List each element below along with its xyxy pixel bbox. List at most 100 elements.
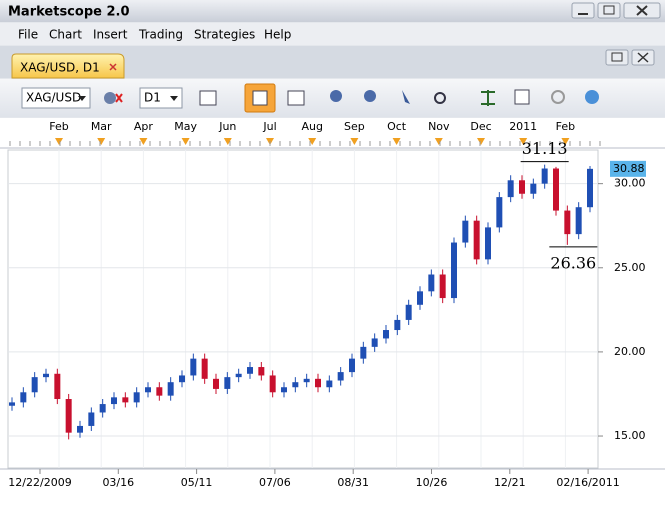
menu-item[interactable]: Chart [49, 28, 82, 42]
candle-body [122, 397, 129, 403]
candle-body [349, 358, 355, 373]
month-label: May [174, 120, 197, 133]
month-marker [392, 138, 401, 145]
month-marker [350, 138, 359, 145]
symbol-select[interactable] [21, 87, 91, 109]
candle-body [292, 382, 299, 388]
month-label: Feb [556, 120, 575, 133]
plot-frame [7, 149, 599, 469]
month-marker [561, 138, 570, 145]
month-label: Jun [218, 120, 236, 133]
y-tick-label: 20.00 [614, 345, 646, 358]
chart-tab[interactable] [11, 53, 125, 79]
candle-body [20, 392, 27, 403]
y-tick-label: 25.00 [614, 261, 646, 274]
month-marker [97, 138, 106, 145]
candle-body [417, 291, 423, 305]
candle-body [428, 274, 435, 292]
month-label: 2011 [509, 120, 537, 133]
candle-body [9, 402, 15, 406]
month-label: Dec [470, 120, 491, 133]
menu-item[interactable]: Strategies [194, 28, 255, 42]
month-marker [139, 138, 148, 145]
y-tick-label: 15.00 [614, 429, 646, 442]
month-marker [519, 138, 528, 145]
candle-body [394, 319, 401, 331]
month-marker [55, 138, 63, 145]
menu-item[interactable]: Help [264, 28, 291, 42]
month-label: Jul [262, 120, 276, 133]
month-label: Mar [91, 120, 112, 133]
candle-body [337, 372, 344, 381]
annotation: 31.13 [522, 139, 568, 158]
menu-bar [0, 23, 665, 45]
candle-body [145, 387, 151, 393]
x-tick-label: 02/16/2011 [556, 476, 619, 489]
window-controls[interactable] [571, 2, 661, 19]
candle-body [507, 180, 514, 198]
month-marker [308, 138, 317, 145]
tab-close[interactable] [109, 63, 117, 71]
candle-body [99, 404, 106, 413]
candle-body [564, 210, 571, 235]
window-title: Marketscope 2.0 [8, 5, 130, 20]
candle-body [235, 373, 242, 378]
candle-body [303, 378, 310, 383]
y-tick-label: 30.00 [614, 177, 646, 190]
candle-body [530, 183, 537, 194]
candle-body [156, 387, 163, 396]
chart-window-controls[interactable] [605, 49, 655, 66]
candle-body [439, 274, 446, 299]
x-tick-label: 12/22/2009 [8, 476, 71, 489]
menu-item[interactable]: File [18, 28, 38, 42]
candle-body [179, 375, 185, 383]
candle-body [247, 367, 253, 374]
month-label: Feb [49, 120, 68, 133]
menu-item[interactable]: Trading [138, 28, 183, 42]
month-label: Aug [301, 120, 322, 133]
candle-body [462, 220, 469, 243]
candle-body [54, 373, 61, 400]
candle-body [65, 399, 72, 433]
month-marker [223, 138, 232, 145]
candle-body [496, 197, 503, 228]
candle-body [31, 377, 38, 393]
candle-body [88, 412, 95, 426]
candle-body [326, 380, 333, 388]
candle-body [167, 382, 174, 396]
x-tick-label: 12/21 [494, 476, 526, 489]
candle-body [473, 220, 480, 260]
title-bar [0, 0, 665, 22]
candle-body [133, 392, 140, 403]
candle-body [371, 338, 378, 347]
toolbar-icons[interactable] [104, 83, 599, 113]
x-tick-label: 10/26 [416, 476, 448, 489]
candle-body [213, 378, 219, 389]
candle-body [405, 304, 412, 320]
candle-body [43, 373, 49, 378]
dropdown-arrow [78, 96, 86, 101]
candle-body [519, 180, 525, 194]
candle-body [383, 330, 389, 339]
timeframe-select[interactable] [139, 87, 183, 109]
candle-body [541, 168, 548, 184]
candle-body [281, 387, 287, 393]
candle-body [190, 358, 197, 376]
candle-body [485, 227, 491, 260]
tab-label: XAG/USD, D1 [20, 61, 100, 75]
candle-body [77, 425, 83, 433]
candle-body [111, 397, 117, 405]
candle-body [269, 375, 276, 393]
x-tick-label: 03/16 [102, 476, 134, 489]
candle-body [553, 168, 559, 211]
month-marker [434, 138, 443, 145]
candle-body [201, 358, 208, 379]
month-marker [181, 138, 190, 145]
last-price-label: 30.88 [613, 162, 645, 175]
candle-body [575, 207, 582, 235]
x-tick-label: 08/31 [337, 476, 369, 489]
timeframe-value: D1 [144, 91, 161, 105]
month-label: Sep [344, 120, 365, 133]
menu-item[interactable]: Insert [93, 28, 128, 42]
x-tick-label: 05/11 [181, 476, 213, 489]
